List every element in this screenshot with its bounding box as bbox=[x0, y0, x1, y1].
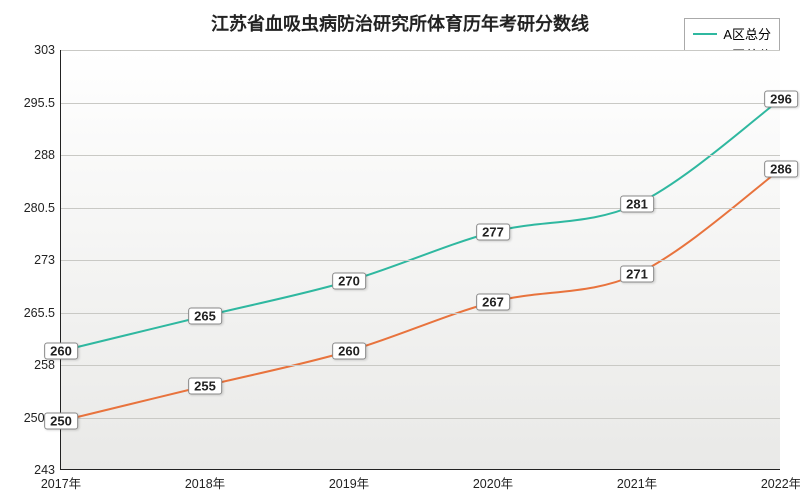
point-value-label: 260 bbox=[44, 343, 78, 360]
gridline-h bbox=[61, 313, 780, 314]
legend-label-a: A区总分 bbox=[723, 24, 771, 43]
xtick-label: 2021年 bbox=[617, 469, 657, 492]
legend-swatch-a bbox=[693, 33, 717, 35]
point-value-label: 277 bbox=[476, 224, 510, 241]
point-value-label: 271 bbox=[620, 266, 654, 283]
gridline-h bbox=[61, 260, 780, 261]
xtick-label: 2020年 bbox=[473, 469, 513, 492]
point-value-label: 296 bbox=[764, 91, 798, 108]
ytick-label: 280.5 bbox=[24, 201, 61, 215]
ytick-label: 265.5 bbox=[24, 306, 61, 320]
point-value-label: 265 bbox=[188, 308, 222, 325]
gridline-h bbox=[61, 103, 780, 104]
plot-area: 243250.5258265.5273280.5288295.53032017年… bbox=[60, 50, 780, 470]
ytick-label: 295.5 bbox=[24, 96, 61, 110]
point-value-label: 250 bbox=[44, 413, 78, 430]
gridline-h bbox=[61, 50, 780, 51]
xtick-label: 2017年 bbox=[41, 469, 81, 492]
gridline-h bbox=[61, 155, 780, 156]
gridline-h bbox=[61, 365, 780, 366]
xtick-label: 2018年 bbox=[185, 469, 225, 492]
xtick-label: 2022年 bbox=[761, 469, 800, 492]
ytick-label: 273 bbox=[34, 253, 61, 267]
point-value-label: 270 bbox=[332, 273, 366, 290]
chart-title: 江苏省血吸虫病防治研究所体育历年考研分数线 bbox=[0, 10, 800, 36]
point-value-label: 255 bbox=[188, 378, 222, 395]
point-value-label: 286 bbox=[764, 161, 798, 178]
chart-container: 江苏省血吸虫病防治研究所体育历年考研分数线 A区总分 B区总分 243250.5… bbox=[0, 0, 800, 500]
ytick-label: 288 bbox=[34, 148, 61, 162]
ytick-label: 303 bbox=[34, 43, 61, 57]
xtick-label: 2019年 bbox=[329, 469, 369, 492]
point-value-label: 281 bbox=[620, 196, 654, 213]
point-value-label: 267 bbox=[476, 294, 510, 311]
ytick-label: 258 bbox=[34, 358, 61, 372]
gridline-h bbox=[61, 208, 780, 209]
legend-item-a: A区总分 bbox=[693, 23, 771, 44]
gridline-h bbox=[61, 418, 780, 419]
point-value-label: 260 bbox=[332, 343, 366, 360]
